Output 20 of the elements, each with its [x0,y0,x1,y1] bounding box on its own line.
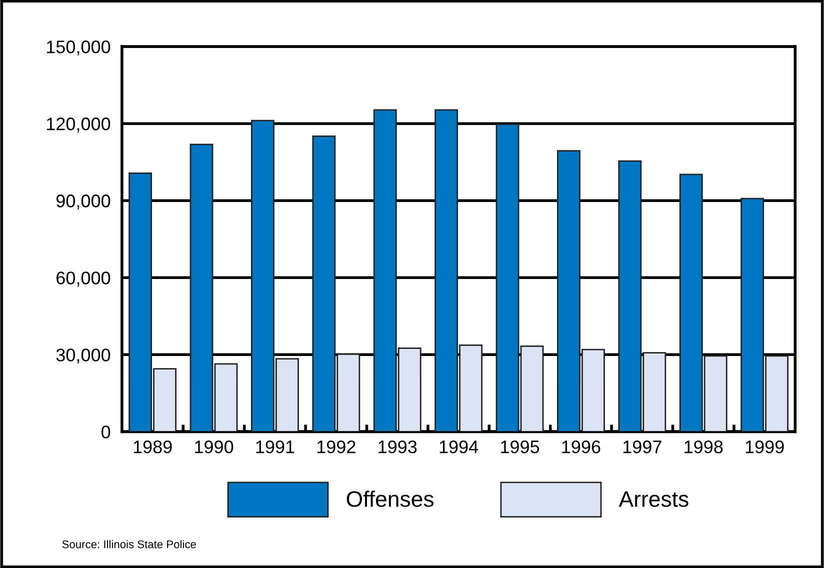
x-tick-label: 1994 [440,440,478,454]
y-tick-label: 120,000 [46,118,110,132]
x-tick-label: 1989 [134,440,172,454]
y-tick-label: 60,000 [56,272,110,286]
y-tick-label: 0 [102,426,110,438]
x-tick-label: 1990 [195,440,234,454]
y-tick-label: 30,000 [56,348,110,364]
legend-label: Arrests [618,491,688,507]
x-tick-label: 1997 [623,440,662,454]
x-tick-label: 1991 [256,440,294,454]
legend-label: Offenses [346,490,434,507]
x-tick-label: 1996 [562,440,600,454]
x-tick-label: 1999 [746,440,784,454]
x-tick-label: 1995 [501,440,540,454]
x-tick-label: 1998 [684,440,723,454]
x-tick-label: 1992 [317,440,356,454]
source-note: Source: Illinois State Police [62,540,196,548]
y-tick-label: 90,000 [56,194,110,210]
x-tick-label: 1993 [378,440,417,454]
y-tick-label: 150,000 [46,40,110,56]
